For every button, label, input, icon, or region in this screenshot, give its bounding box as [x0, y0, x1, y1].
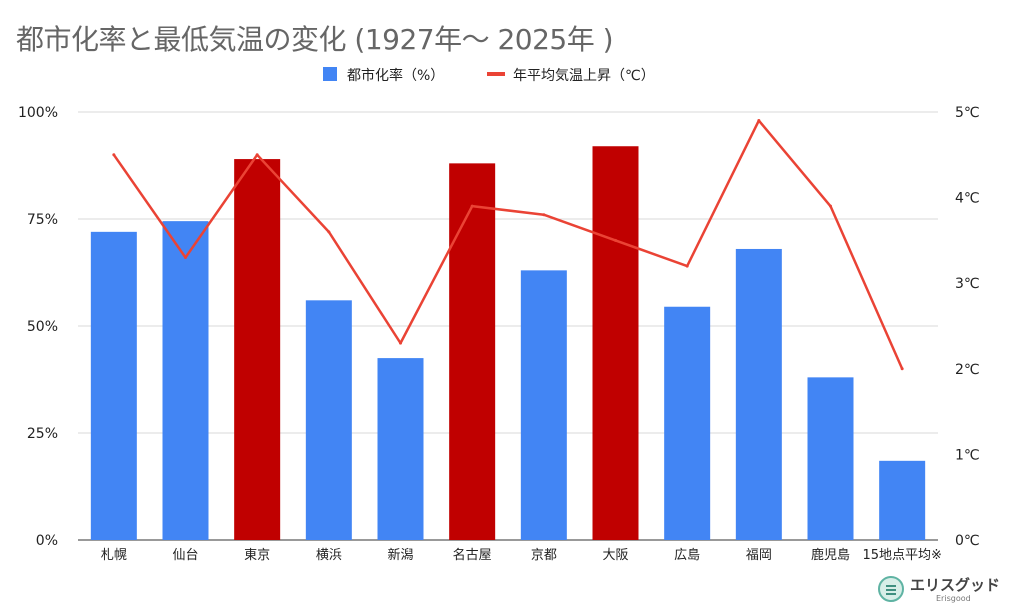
grid-lines: [78, 111, 938, 541]
category-label: 福岡: [746, 548, 772, 563]
bar-札幌: [90, 231, 137, 540]
line-point-福岡: [757, 119, 761, 123]
brand-logo: エリスグッド Erisgood: [878, 574, 1000, 606]
category-label: 横浜: [316, 548, 342, 563]
bar-名古屋: [449, 163, 496, 541]
bar-鹿児島: [807, 377, 854, 540]
category-label: 仙台: [172, 548, 198, 563]
logo-icon: [878, 576, 904, 602]
line-point-仙台: [184, 256, 187, 260]
left-tick-label: 75%: [27, 212, 58, 228]
category-label: 新潟: [387, 547, 413, 563]
line-point-15地点平均※: [900, 367, 904, 371]
category-label: 大阪: [602, 548, 628, 563]
line-point-新潟: [399, 341, 402, 345]
category-labels: 札幌 仙台 東京 横浜 新潟 名古屋 京都 大阪 広島 福岡 鹿児島 15地点平均※: [101, 547, 942, 563]
chart-title: 都市化率と最低気温の変化 (1927年〜 2025年 ): [16, 23, 614, 56]
legend-label-line: 年平均気温上昇（℃）: [513, 68, 655, 84]
category-label: 東京: [244, 547, 270, 563]
line-point-鹿児島: [829, 204, 832, 208]
bar-series: [90, 146, 926, 541]
category-label: 15地点平均※: [862, 548, 941, 563]
legend-label-bar: 都市化率（%）: [347, 67, 444, 84]
legend: 都市化率（%） 年平均気温上昇（℃）: [323, 67, 655, 84]
category-label: 札幌: [101, 547, 127, 563]
left-axis-ticks: 0% 25% 50% 75% 100%: [18, 105, 58, 549]
bar-広島: [664, 306, 711, 540]
line-point-京都: [542, 213, 546, 217]
right-tick-label: 1℃: [955, 447, 980, 463]
left-tick-label: 25%: [27, 426, 58, 442]
bar-京都: [520, 270, 567, 540]
legend-swatch-bar: [323, 67, 337, 81]
line-point-東京: [255, 153, 259, 157]
right-tick-label: 5℃: [955, 105, 980, 121]
bar-福岡: [735, 248, 782, 540]
right-tick-label: 2℃: [955, 362, 980, 378]
logo-subtitle: Erisgood: [936, 594, 971, 603]
line-point-大阪: [614, 238, 617, 242]
category-label: 名古屋: [453, 547, 492, 563]
bar-横浜: [305, 300, 352, 540]
right-axis-ticks: 0℃ 1℃ 2℃ 3℃ 4℃ 5℃: [955, 105, 980, 549]
left-tick-label: 100%: [18, 105, 58, 121]
legend-swatch-line: [487, 72, 505, 76]
line-series: [112, 119, 904, 371]
temperature-line: [112, 119, 904, 370]
bar-東京: [234, 159, 281, 540]
category-label: 京都: [531, 548, 557, 563]
line-point-広島: [685, 264, 689, 268]
right-tick-label: 0℃: [955, 533, 980, 549]
bar-仙台: [162, 221, 209, 540]
left-tick-label: 50%: [27, 319, 58, 335]
bar-新潟: [377, 358, 424, 540]
logo-name: エリスグッド: [910, 576, 1001, 594]
bar-15地点平均※: [879, 460, 926, 540]
right-tick-label: 3℃: [955, 276, 980, 292]
left-tick-label: 0%: [36, 533, 58, 549]
line-point-名古屋: [470, 204, 474, 208]
category-label: 鹿児島: [811, 547, 850, 563]
bar-大阪: [592, 146, 639, 541]
category-label: 広島: [674, 548, 700, 563]
right-tick-label: 4℃: [955, 191, 980, 207]
line-point-札幌: [112, 153, 116, 157]
line-point-横浜: [327, 230, 331, 234]
